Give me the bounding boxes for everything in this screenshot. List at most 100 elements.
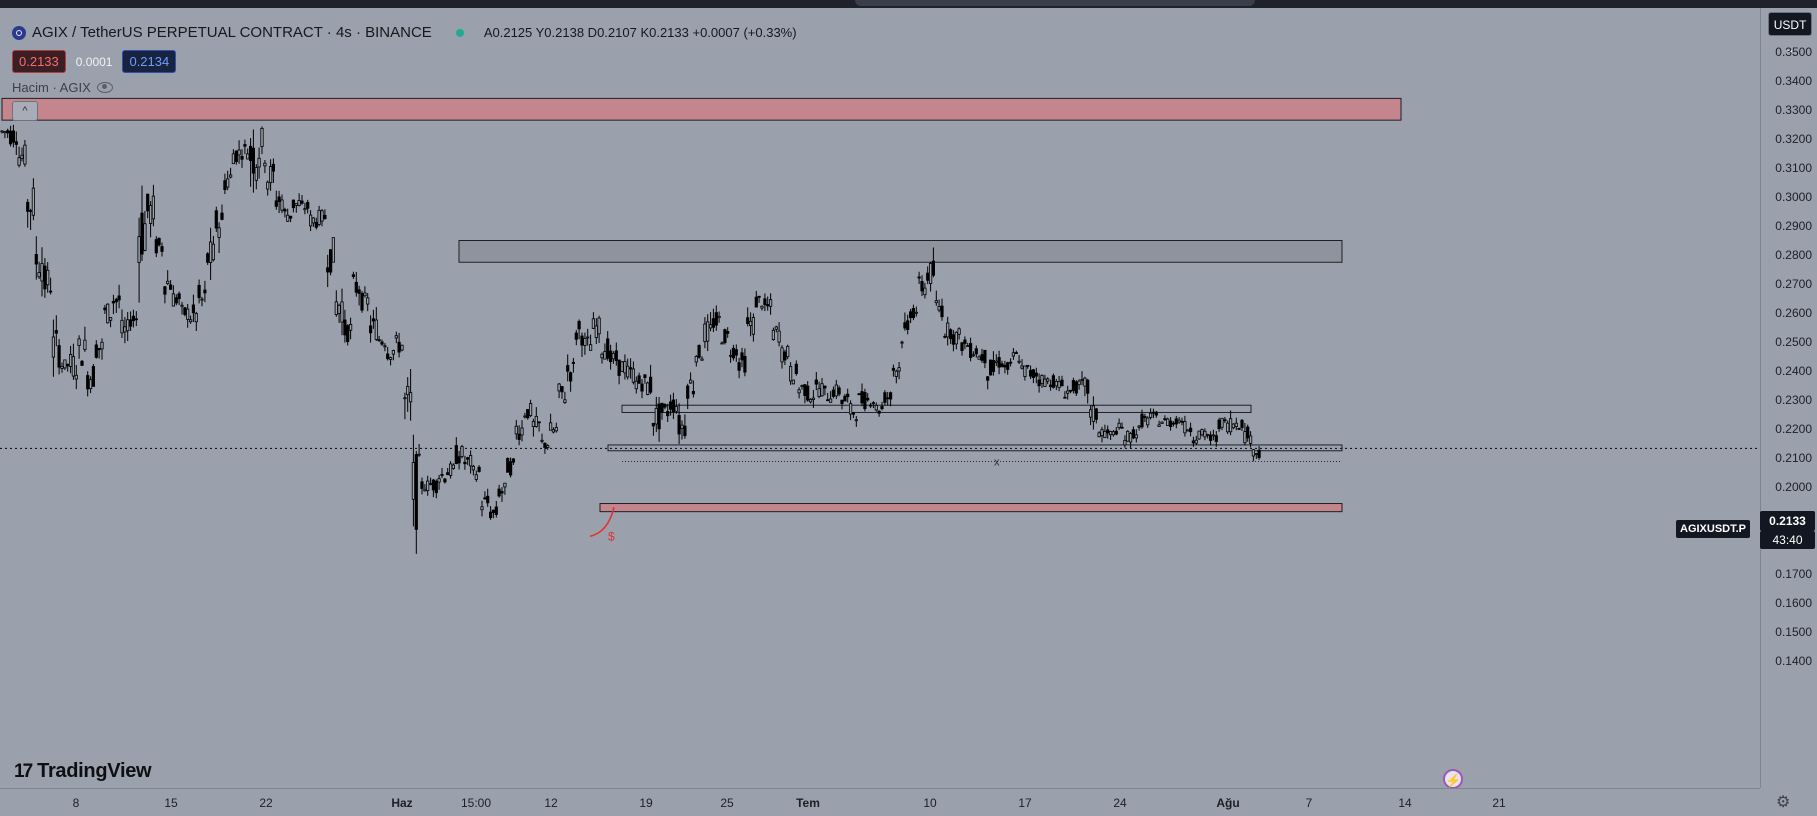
candle-body [606,338,610,359]
candle-body [603,351,607,360]
candle-body [220,212,224,220]
candle-body [557,383,561,392]
candle-body [1143,416,1147,418]
time-tick-label: 19 [639,796,653,810]
price-tick-label: 0.1700 [1775,567,1812,581]
candle-body [320,210,324,222]
candle-body [288,215,293,219]
price-tick-label: 0.2100 [1775,451,1812,465]
candle-body [991,359,996,372]
sell-price-button[interactable]: 0.2133 [12,50,66,73]
candle-body [651,422,656,427]
candle-body [468,455,473,467]
candle-body [537,421,541,424]
candle-body [637,375,641,384]
buy-price-button[interactable]: 0.2134 [122,50,177,73]
candle-body [1226,422,1230,433]
volume-indicator-legend[interactable]: Hacim · AGIX [12,80,113,95]
candle-body [1203,430,1207,438]
candle-body [26,201,30,212]
candle-body [363,292,367,297]
candle-body [383,345,387,348]
candle-body [1046,378,1050,382]
candle-body [994,360,998,363]
time-tick-label: 17 [1018,796,1032,810]
candle-body [731,347,736,359]
candle-body [483,497,487,500]
chart-pane[interactable]: $ x AGIX / TetherUS PERPETUAL CONTRACT · … [0,8,1760,788]
candle-body [420,481,424,489]
candle-body [806,385,810,401]
candle-body [611,353,616,360]
eye-icon[interactable] [96,82,113,93]
candle-body [148,205,153,224]
currency-selector[interactable]: USDT ⌄ [1768,12,1812,56]
symbol-legend[interactable]: AGIX / TetherUS PERPETUAL CONTRACT · 4s … [12,24,797,41]
candle-body [451,464,456,469]
candle-body [126,319,130,332]
candle-body [526,409,530,419]
price-tick-label: 0.3100 [1775,161,1812,175]
candle-body [1234,422,1238,427]
gear-icon[interactable]: ⚙ [1776,794,1791,811]
candle-body [674,406,678,412]
candle-body [186,308,190,320]
candle-body [909,311,913,319]
time-tick-label: 22 [259,796,273,810]
candle-body [577,320,581,330]
time-tick-label: Haz [391,796,413,810]
price-chart[interactable]: $x [0,8,1760,788]
candle-body [1037,379,1041,387]
candle-body [1177,419,1181,423]
candle-body [889,392,893,400]
candle-body [1089,409,1093,418]
candle-body [11,130,15,143]
candle-body [497,488,501,497]
candle-body [894,370,898,377]
lightning-icon[interactable]: ⚡ [1443,769,1463,788]
tradingview-logo[interactable]: 17 TradingView [14,760,152,783]
price-tick-label: 0.2500 [1775,335,1812,349]
candle-body [694,355,698,363]
candle-body [1077,380,1081,386]
candle-body [1211,434,1215,437]
candle-body [74,374,78,380]
candle-body [371,318,376,322]
candle-body [1117,422,1121,428]
candle-body [71,356,75,377]
candle-body [1209,434,1213,441]
candle-body [131,315,135,322]
candle-body [234,150,238,163]
time-axis[interactable]: 8 15 22 Haz 15:00 12 19 25 Tem 10 17 24 Ağu 7 14 21 [0,788,1760,816]
candle-body [183,307,187,315]
candle-body [971,354,976,357]
volume-label: Hacim · AGIX [12,80,91,95]
candle-body [1017,360,1021,363]
price-axis[interactable]: 0.3500 0.3400 0.3300 0.3200 0.3100 0.3000 0.29… [1760,8,1817,788]
candle-body [829,398,833,403]
symbol-title[interactable]: AGIX / TetherUS PERPETUAL CONTRACT · 4s … [32,24,432,41]
collapse-icon: ^ [22,105,28,117]
candle-body [437,478,441,483]
candle-body [1011,352,1016,357]
candle-body [980,354,984,361]
candle-body [860,391,864,404]
candle-body [957,328,961,335]
candle-body [480,506,484,511]
candle-body [17,157,21,166]
collapse-legend-button[interactable]: ^ [12,101,38,121]
candle-body [340,301,344,323]
candle-body [1026,364,1030,367]
candle-body [843,395,847,402]
candle-body [89,379,93,390]
candle-body [631,368,636,383]
candle-body [328,249,333,273]
candle-body [634,380,638,390]
candle-body [1003,364,1007,368]
candle-body [1020,365,1024,369]
candle-body [1109,431,1113,436]
candle-body [663,404,667,408]
candle-body [223,180,227,190]
candle-body [428,483,433,485]
candle-body [1251,449,1255,457]
